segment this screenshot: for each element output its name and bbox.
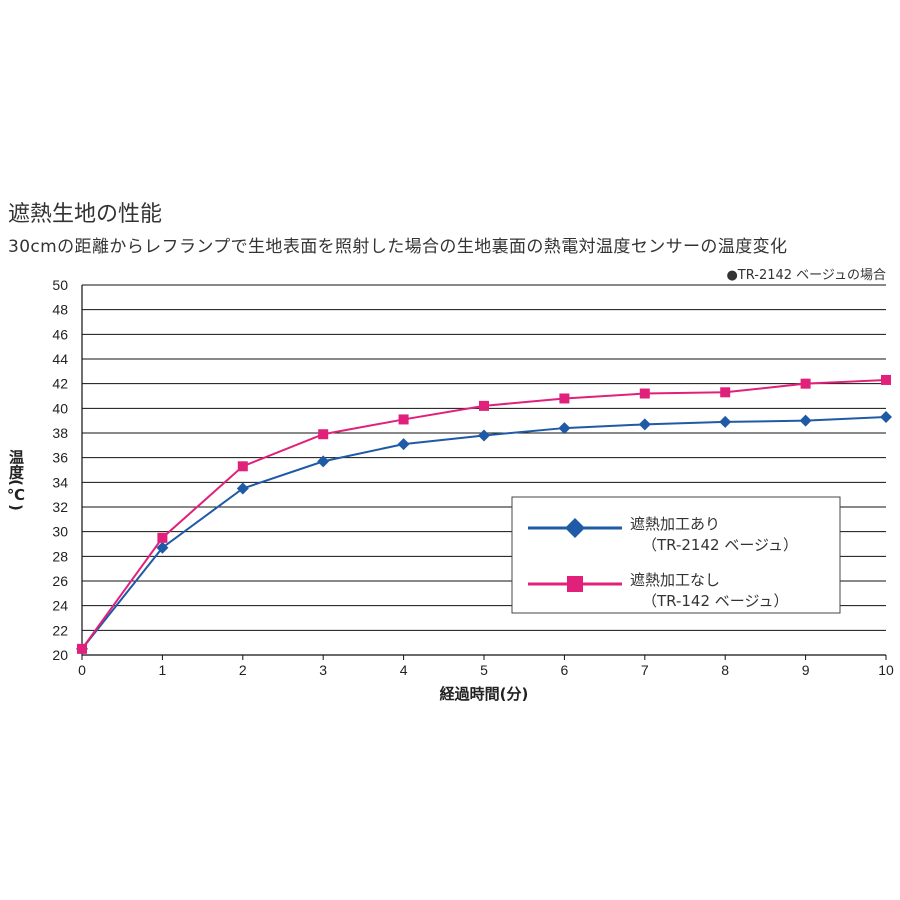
y-tick-label: 36 (52, 450, 68, 466)
y-tick-label: 44 (52, 351, 68, 367)
x-tick-label: 10 (878, 662, 894, 678)
y-tick-label: 38 (52, 425, 68, 441)
y-tick-label: 30 (52, 524, 68, 540)
legend-marker-diamond (565, 518, 585, 538)
y-tick-label: 46 (52, 326, 68, 342)
y-axis-title: 温度(℃) (7, 449, 25, 511)
y-tick-label: 22 (52, 622, 68, 638)
y-tick-label: 42 (52, 376, 68, 392)
data-point-square (157, 532, 168, 543)
x-tick-label: 0 (78, 662, 86, 678)
y-tick-label: 20 (52, 647, 68, 663)
x-tick-label: 5 (480, 662, 488, 678)
y-tick-label: 48 (52, 302, 68, 318)
data-point-diamond (236, 482, 249, 495)
data-point-square (479, 400, 489, 411)
x-tick-label: 9 (802, 662, 810, 678)
legend-box (511, 496, 841, 614)
x-tick-label: 1 (159, 662, 167, 678)
legend-marker-square (567, 576, 583, 592)
y-tick-label: 50 (52, 277, 68, 293)
y-tick-label: 34 (52, 474, 68, 490)
sample-note: ●TR-2142 ベージュの場合 (726, 268, 886, 283)
x-tick-label: 6 (561, 662, 569, 678)
data-point-diamond (478, 429, 490, 442)
data-point-square (318, 429, 329, 440)
data-point-square (237, 461, 248, 472)
data-point-square (398, 414, 409, 425)
data-point-diamond (317, 455, 330, 468)
x-tick-label: 2 (239, 662, 247, 678)
chart-title: 遮熱生地の性能 (8, 202, 163, 227)
data-point-square (77, 643, 87, 654)
data-point-square (639, 388, 650, 399)
y-tick-label: 40 (52, 400, 68, 416)
data-point-diamond (638, 418, 651, 431)
y-tick-label: 24 (52, 598, 68, 614)
data-point-square (720, 387, 731, 398)
x-tick-label: 4 (400, 662, 408, 678)
y-tick-label: 26 (52, 573, 68, 589)
data-point-diamond (799, 414, 812, 427)
data-point-diamond (397, 438, 410, 451)
x-tick-label: 8 (721, 662, 729, 678)
data-point-square (559, 393, 570, 404)
x-axis-title: 経過時間(分) (440, 685, 529, 703)
legend-label: 遮熱加工あり (630, 515, 720, 533)
data-point-square (800, 378, 811, 389)
y-tick-label: 28 (52, 548, 68, 564)
data-point-diamond (719, 415, 732, 428)
y-tick-label: 32 (52, 499, 68, 515)
data-point-diamond (156, 541, 169, 554)
data-point-diamond (880, 410, 892, 423)
data-point-diamond (558, 422, 571, 435)
legend-sublabel: （TR-2142 ベージュ） (642, 536, 798, 554)
chart-subtitle: 30cmの距離からレフランプで生地表面を照射した場合の生地裏面の熱電対温度センサ… (8, 237, 788, 257)
data-point-square (881, 374, 891, 385)
x-tick-label: 3 (319, 662, 327, 678)
x-tick-label: 7 (641, 662, 649, 678)
legend-label: 遮熱加工なし (630, 571, 720, 589)
legend-sublabel: （TR-142 ベージュ） (642, 592, 788, 610)
